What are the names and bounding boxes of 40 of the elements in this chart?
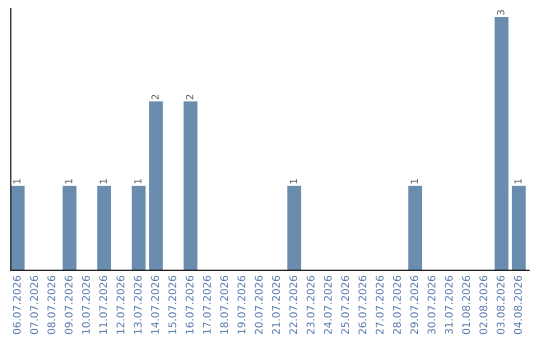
x-tick-label: 10.07.2026 [82, 276, 90, 334]
x-tick-label: 23.07.2026 [306, 276, 314, 334]
x-tick-label: 29.07.2026 [410, 276, 418, 334]
data-label: 1 [410, 179, 418, 184]
data-label: 1 [13, 179, 20, 184]
data-label: 2 [151, 94, 159, 100]
data-label: 2 [186, 94, 194, 100]
x-tick-label: 02.08.2026 [479, 276, 488, 334]
x-tick-label: 26.07.2026 [358, 276, 366, 334]
x-tick-label: 18.07.2026 [220, 276, 228, 334]
x-tick-label: 31.07.2026 [444, 276, 453, 334]
x-tick-label: 27.07.2026 [376, 276, 384, 334]
data-label: 1 [65, 179, 72, 184]
x-tick-label: 06.07.2026 [12, 276, 21, 334]
data-label: 1 [290, 179, 297, 184]
x-tick-label: 16.07.2026 [186, 276, 194, 334]
x-tick-label: 14.07.2026 [151, 276, 159, 334]
x-tick-label: 11.07.2026 [99, 276, 108, 334]
x-tick-label: 12.07.2026 [116, 276, 124, 334]
x-tick-label: 25.07.2026 [341, 276, 350, 334]
data-label: 1 [100, 179, 107, 184]
data-label: 1 [134, 179, 142, 184]
x-tick-label: 03.08.2026 [496, 276, 505, 334]
x-tick-label: 21.07.2026 [272, 276, 280, 334]
x-tick-label: 15.07.2026 [168, 276, 176, 334]
data-label: 1 [514, 179, 522, 184]
x-tick-label: 19.07.2026 [237, 276, 246, 334]
data-label: 3 [497, 10, 504, 15]
x-tick-label: 17.07.2026 [202, 276, 211, 334]
x-tick-label: 09.07.2026 [64, 276, 73, 334]
x-tick-label: 04.08.2026 [514, 276, 522, 334]
x-tick-label: 28.07.2026 [393, 276, 401, 334]
x-tick-label: 08.07.2026 [47, 276, 56, 334]
x-tick-label: 24.07.2026 [324, 276, 332, 334]
x-tick-label: 30.07.2026 [428, 276, 436, 334]
x-tick-label: 01.08.2026 [462, 276, 470, 334]
x-tick-label: 22.07.2026 [289, 276, 298, 334]
x-tick-label: 13.07.2026 [134, 276, 142, 334]
x-tick-label: 07.07.2026 [30, 276, 38, 334]
x-tick-label: 20.07.2026 [254, 276, 263, 334]
